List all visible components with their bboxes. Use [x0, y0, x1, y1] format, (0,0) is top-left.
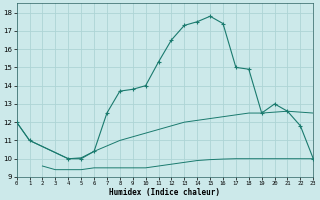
- X-axis label: Humidex (Indice chaleur): Humidex (Indice chaleur): [109, 188, 220, 197]
